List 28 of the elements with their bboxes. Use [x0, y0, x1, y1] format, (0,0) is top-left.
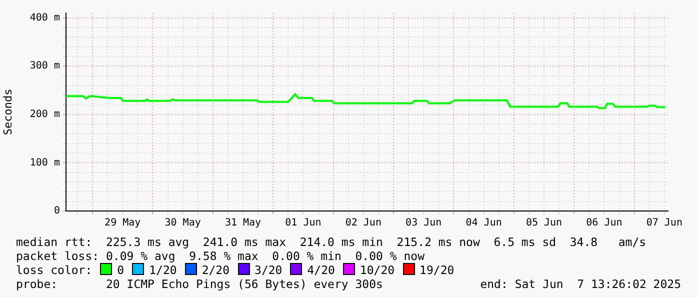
legend-title: loss color: — [16, 263, 92, 277]
legend-label: 4/20 — [307, 263, 335, 277]
text: packet loss: 0.09 % avg 9.58 % max 0.00 % min 0.00 % now — [16, 249, 424, 263]
x-tick-label: 03 Jun — [406, 218, 442, 229]
y-axis-title: Seconds — [1, 88, 14, 136]
x-tick-label: 04 Jun — [466, 218, 502, 229]
x-tick-label: 06 Jun — [586, 218, 622, 229]
x-tick-label: 02 Jun — [345, 218, 382, 229]
x-tick-label: 05 Jun — [526, 218, 562, 229]
x-tick-label: 30 May — [164, 218, 201, 229]
y-tick-label: 300 m — [30, 60, 60, 72]
y-tick-label: 0 — [54, 206, 60, 217]
legend-label: 10/20 — [360, 263, 395, 277]
y-tick-label: 200 m — [30, 109, 60, 120]
legend-label: 3/20 — [254, 263, 282, 277]
y-tick-label: 400 m — [30, 12, 60, 24]
y-tick-label: 100 m — [30, 157, 60, 168]
legend-label: 0 — [117, 263, 124, 277]
text: median rtt: 225.3 ms avg 241.0 ms max 214.0 ms min 215.2 ms now 6.5 ms sd 34.8 am/s — [16, 235, 646, 249]
x-tick-label: 31 May — [224, 218, 262, 229]
text: end: Sat Jun 7 13:26:02 2025 — [480, 277, 681, 291]
x-tick-label: 01 Jun — [285, 218, 322, 229]
legend-label: 1/20 — [149, 263, 177, 277]
x-tick-label: 29 May — [104, 218, 141, 229]
x-tick-label: 07 Jun — [646, 218, 682, 229]
legend-label: 19/20 — [420, 263, 454, 277]
legend-label: 2/20 — [202, 263, 230, 277]
text: probe: 20 ICMP Echo Pings (56 Bytes) every 300s — [16, 277, 383, 291]
